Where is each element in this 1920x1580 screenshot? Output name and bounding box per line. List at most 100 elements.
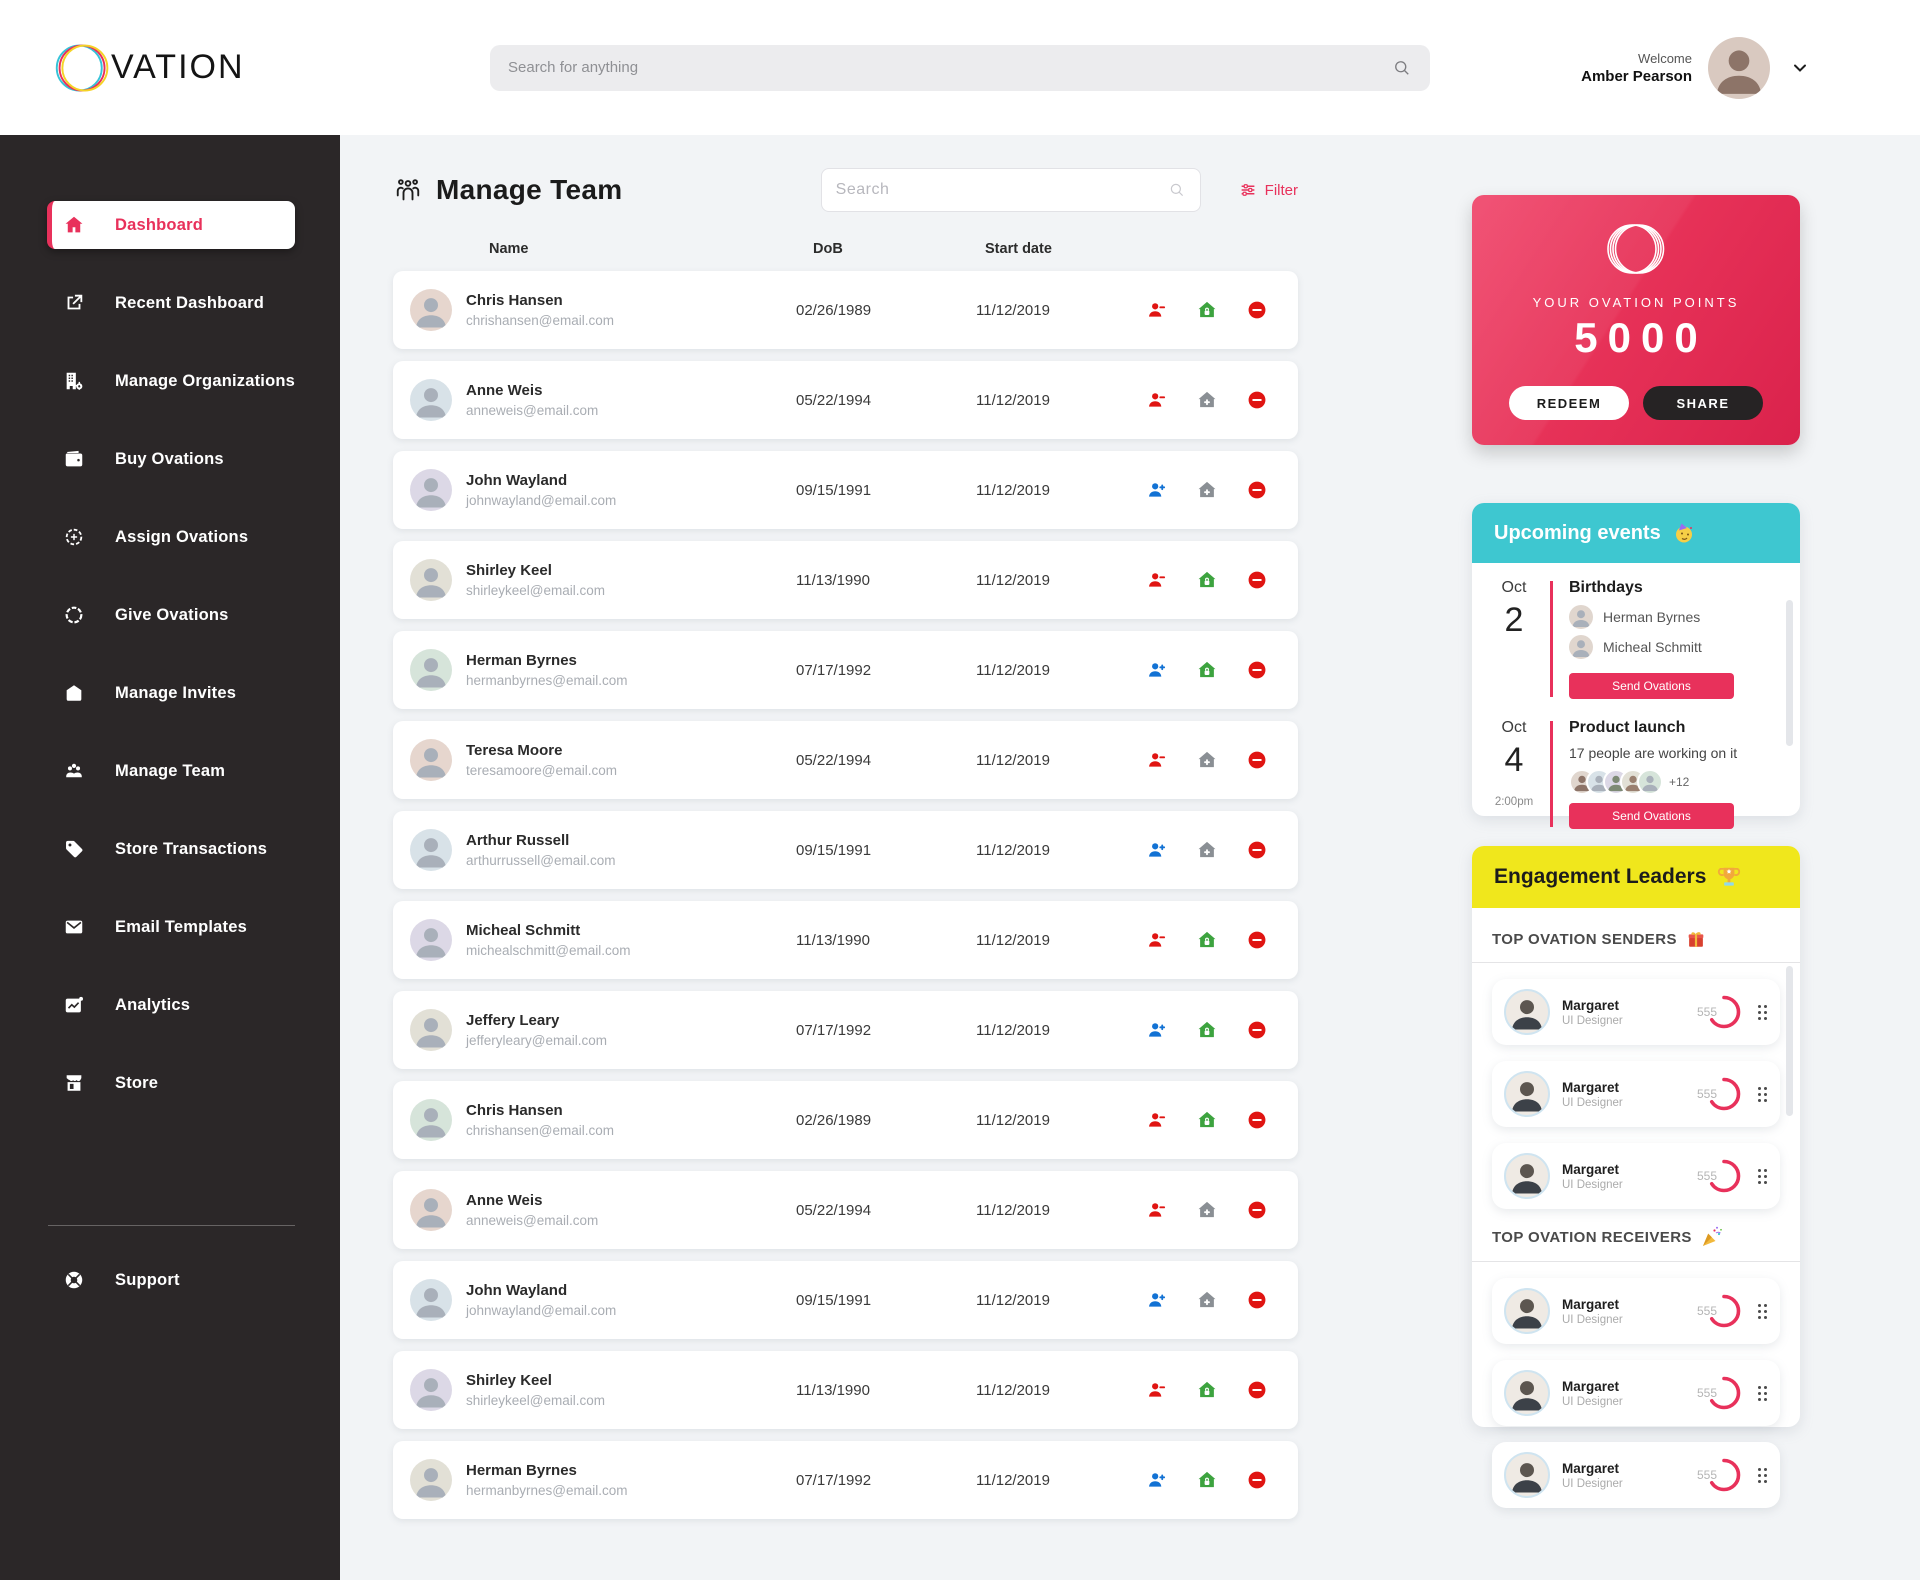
sidebar-item[interactable]: Email Templates xyxy=(47,903,295,951)
row-actions xyxy=(1146,1289,1268,1311)
block-icon[interactable] xyxy=(1246,1109,1268,1131)
member-dob: 05/22/1994 xyxy=(796,1201,872,1219)
person-add-remove-icon[interactable] xyxy=(1146,929,1168,951)
house-icon[interactable] xyxy=(1196,389,1218,411)
block-icon[interactable] xyxy=(1246,749,1268,771)
avatar xyxy=(1504,1153,1550,1199)
block-icon[interactable] xyxy=(1246,659,1268,681)
filter-button[interactable]: Filter xyxy=(1239,181,1298,199)
row-actions xyxy=(1146,1109,1268,1131)
house-icon[interactable] xyxy=(1196,1469,1218,1491)
drag-handle-icon[interactable] xyxy=(1758,1303,1768,1319)
person-add-remove-icon[interactable] xyxy=(1146,659,1168,681)
scrollbar-thumb[interactable] xyxy=(1786,600,1793,746)
person-add-remove-icon[interactable] xyxy=(1146,749,1168,771)
person-add-remove-icon[interactable] xyxy=(1146,299,1168,321)
sidebar-item[interactable]: Store xyxy=(47,1059,295,1107)
sidebar-item[interactable]: Recent Dashboard xyxy=(47,279,295,327)
block-icon[interactable] xyxy=(1246,1379,1268,1401)
organization-icon xyxy=(66,372,83,390)
sidebar-item[interactable]: Manage Organizations xyxy=(47,357,295,405)
house-icon[interactable] xyxy=(1196,659,1218,681)
block-icon[interactable] xyxy=(1246,299,1268,321)
house-icon[interactable] xyxy=(1196,1199,1218,1221)
drag-handle-icon[interactable] xyxy=(1758,1168,1768,1184)
row-actions xyxy=(1146,659,1268,681)
user-menu: Welcome Amber Pearson xyxy=(1581,36,1810,99)
column-header-dob: DoB xyxy=(813,241,843,257)
person-add-remove-icon[interactable] xyxy=(1146,1199,1168,1221)
house-icon[interactable] xyxy=(1196,479,1218,501)
redeem-button[interactable]: REDEEM xyxy=(1509,386,1629,420)
house-icon[interactable] xyxy=(1196,839,1218,861)
sidebar-divider xyxy=(48,1225,295,1226)
sidebar-item[interactable]: Store Transactions xyxy=(47,825,295,873)
block-icon[interactable] xyxy=(1246,1469,1268,1491)
house-icon[interactable] xyxy=(1196,929,1218,951)
house-icon[interactable] xyxy=(1196,569,1218,591)
house-icon[interactable] xyxy=(1196,1379,1218,1401)
drag-handle-icon[interactable] xyxy=(1758,1467,1768,1483)
sidebar-item[interactable]: Manage Team xyxy=(47,747,295,795)
drag-handle-icon[interactable] xyxy=(1758,1086,1768,1102)
house-icon[interactable] xyxy=(1196,299,1218,321)
sidebar-item[interactable]: Give Ovations xyxy=(47,591,295,639)
member-dob: 09/15/1991 xyxy=(796,1291,872,1309)
leader-role: UI Designer xyxy=(1562,1477,1623,1490)
member-dob: 02/26/1989 xyxy=(796,1111,872,1129)
person-add-remove-icon[interactable] xyxy=(1146,1379,1168,1401)
leader-name: Margaret xyxy=(1562,1079,1620,1095)
house-icon[interactable] xyxy=(1196,1289,1218,1311)
sidebar-item-icon xyxy=(62,759,86,783)
sidebar-item[interactable]: Assign Ovations xyxy=(47,513,295,561)
block-icon[interactable] xyxy=(1246,569,1268,591)
section-divider xyxy=(1472,962,1800,963)
block-icon[interactable] xyxy=(1246,929,1268,951)
block-icon[interactable] xyxy=(1246,389,1268,411)
person-add-remove-icon[interactable] xyxy=(1146,1469,1168,1491)
birthday-person-name: Herman Byrnes xyxy=(1603,609,1701,625)
person-add-remove-icon[interactable] xyxy=(1146,1019,1168,1041)
scrollbar-thumb[interactable] xyxy=(1786,966,1793,1116)
member-email: johnwayland@email.com xyxy=(466,493,617,508)
global-search-input[interactable] xyxy=(508,59,1392,76)
sidebar-item[interactable]: Manage Invites xyxy=(47,669,295,717)
member-start-date: 11/12/2019 xyxy=(976,571,1050,589)
person-add-remove-icon[interactable] xyxy=(1146,1109,1168,1131)
block-icon[interactable] xyxy=(1246,839,1268,861)
block-icon[interactable] xyxy=(1246,1289,1268,1311)
house-icon[interactable] xyxy=(1196,749,1218,771)
event-day: 2 xyxy=(1504,601,1524,639)
sidebar-item[interactable]: Buy Ovations xyxy=(47,435,295,483)
gift-emoji-icon xyxy=(1685,928,1707,950)
score-progress-arc xyxy=(1707,1294,1741,1328)
member-start-date: 11/12/2019 xyxy=(976,1021,1050,1039)
person-add-remove-icon[interactable] xyxy=(1146,1289,1168,1311)
house-icon[interactable] xyxy=(1196,1019,1218,1041)
person-add-remove-icon[interactable] xyxy=(1146,479,1168,501)
block-icon[interactable] xyxy=(1246,1019,1268,1041)
block-icon[interactable] xyxy=(1246,479,1268,501)
team-search-input[interactable] xyxy=(835,181,1168,199)
avatar xyxy=(410,1279,452,1321)
send-ovations-button[interactable]: Send Ovations xyxy=(1569,673,1734,699)
person-add-remove-icon[interactable] xyxy=(1146,569,1168,591)
drag-handle-icon[interactable] xyxy=(1758,1004,1768,1020)
member-dob: 11/13/1990 xyxy=(796,931,870,949)
sidebar-item-label: Manage Team xyxy=(115,761,226,780)
block-icon[interactable] xyxy=(1246,1199,1268,1221)
drag-handle-icon[interactable] xyxy=(1758,1385,1768,1401)
person-add-remove-icon[interactable] xyxy=(1146,389,1168,411)
sidebar-item[interactable]: Dashboard xyxy=(47,201,295,249)
user-avatar[interactable] xyxy=(1708,36,1770,99)
leader-name: Margaret xyxy=(1562,1378,1620,1394)
birthday-person: Micheal Schmitt xyxy=(1569,635,1734,659)
sidebar-item[interactable]: Analytics xyxy=(47,981,295,1029)
score-progress-arc xyxy=(1707,1159,1741,1193)
send-ovations-button[interactable]: Send Ovations xyxy=(1569,803,1734,829)
person-add-remove-icon[interactable] xyxy=(1146,839,1168,861)
share-button[interactable]: SHARE xyxy=(1643,386,1763,420)
sidebar-item-support[interactable]: Support xyxy=(47,1256,295,1304)
chevron-down-icon[interactable] xyxy=(1790,58,1810,78)
house-icon[interactable] xyxy=(1196,1109,1218,1131)
